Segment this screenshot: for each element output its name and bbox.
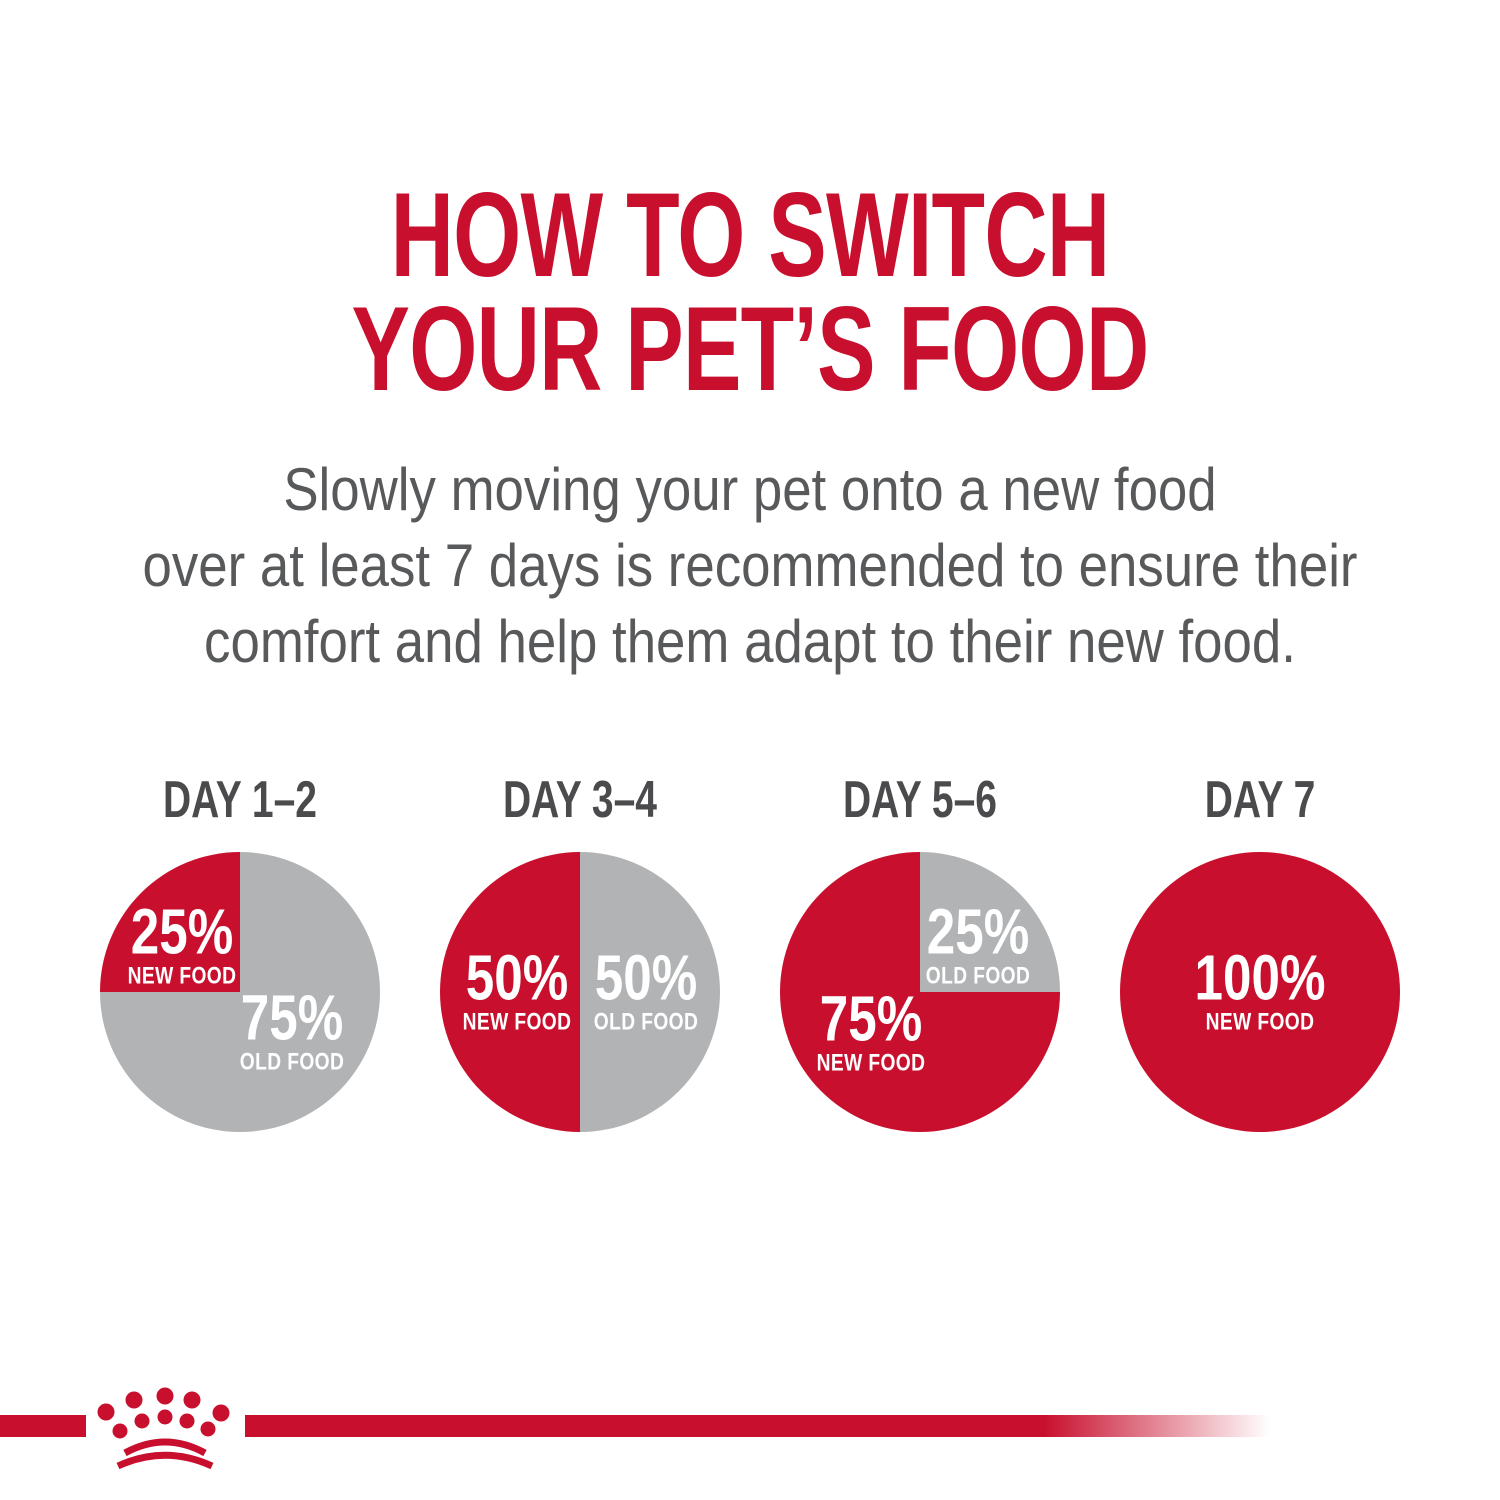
day-3-4-label: DAY 3–4 bbox=[503, 771, 657, 829]
slice-label-old-food: 25% OLD FOOD bbox=[925, 895, 1031, 990]
old-food-caption: OLD FOOD bbox=[593, 1008, 699, 1036]
old-food-caption: OLD FOOD bbox=[925, 962, 1031, 990]
slice-label-old-food: 50% OLD FOOD bbox=[593, 941, 699, 1036]
pie-chart-day-3-4: 50% NEW FOOD 50% OLD FOOD bbox=[440, 852, 720, 1132]
new-food-percent: 50% bbox=[465, 941, 569, 1014]
pie-chart-day-7: 100% NEW FOOD bbox=[1120, 852, 1400, 1132]
new-food-percent: 100% bbox=[1194, 941, 1326, 1014]
divider-bar-right bbox=[245, 1415, 1270, 1437]
day-7-label: DAY 7 bbox=[1204, 771, 1316, 829]
new-food-caption: NEW FOOD bbox=[127, 962, 237, 990]
day-1-2-group: DAY 1–2 25% NEW FOOD 75% OLD FOOD bbox=[100, 772, 380, 1132]
slice-label-old-food: 75% OLD FOOD bbox=[239, 981, 345, 1076]
day-5-6-label: DAY 5–6 bbox=[843, 771, 997, 829]
divider-bar-left bbox=[0, 1415, 86, 1437]
page-title: HOW TO SWITCH YOUR PET’S FOOD bbox=[0, 168, 1500, 416]
new-food-percent: 25% bbox=[130, 895, 234, 968]
subtitle-line2: over at least 7 days is recommended to e… bbox=[142, 532, 1358, 599]
old-food-percent: 25% bbox=[926, 895, 1030, 968]
subtitle-line1: Slowly moving your pet onto a new food bbox=[283, 456, 1217, 523]
page-title-line1: HOW TO SWITCH bbox=[390, 168, 1111, 302]
page-title-line2: YOUR PET’S FOOD bbox=[351, 282, 1149, 416]
old-food-caption: OLD FOOD bbox=[239, 1048, 345, 1076]
old-food-percent: 50% bbox=[594, 941, 698, 1014]
slice-label-new-food: 50% NEW FOOD bbox=[462, 941, 572, 1036]
new-food-caption: NEW FOOD bbox=[816, 1049, 926, 1077]
subtitle-line3: comfort and help them adapt to their new… bbox=[204, 608, 1296, 675]
pie-chart-day-5-6: 25% OLD FOOD 75% NEW FOOD bbox=[780, 852, 1060, 1132]
new-food-caption: NEW FOOD bbox=[462, 1008, 572, 1036]
slice-label-new-food: 100% NEW FOOD bbox=[1194, 941, 1326, 1036]
day-3-4-group: DAY 3–4 50% NEW FOOD 50% OLD FOOD bbox=[440, 772, 720, 1132]
subtitle: Slowly moving your pet onto a new food o… bbox=[0, 452, 1500, 680]
slice-label-new-food: 75% NEW FOOD bbox=[816, 982, 926, 1077]
day-5-6-group: DAY 5–6 25% OLD FOOD 75% NEW FOOD bbox=[780, 772, 1060, 1132]
slice-label-new-food: 25% NEW FOOD bbox=[127, 895, 237, 990]
old-food-percent: 75% bbox=[240, 981, 344, 1054]
day-7-group: DAY 7 100% NEW FOOD bbox=[1120, 772, 1400, 1132]
royal-canin-crown-logo bbox=[97, 1387, 230, 1470]
new-food-percent: 75% bbox=[819, 982, 923, 1055]
pie-chart-day-1-2: 25% NEW FOOD 75% OLD FOOD bbox=[100, 852, 380, 1132]
day-1-2-label: DAY 1–2 bbox=[163, 771, 317, 829]
new-food-caption: NEW FOOD bbox=[1205, 1008, 1315, 1036]
